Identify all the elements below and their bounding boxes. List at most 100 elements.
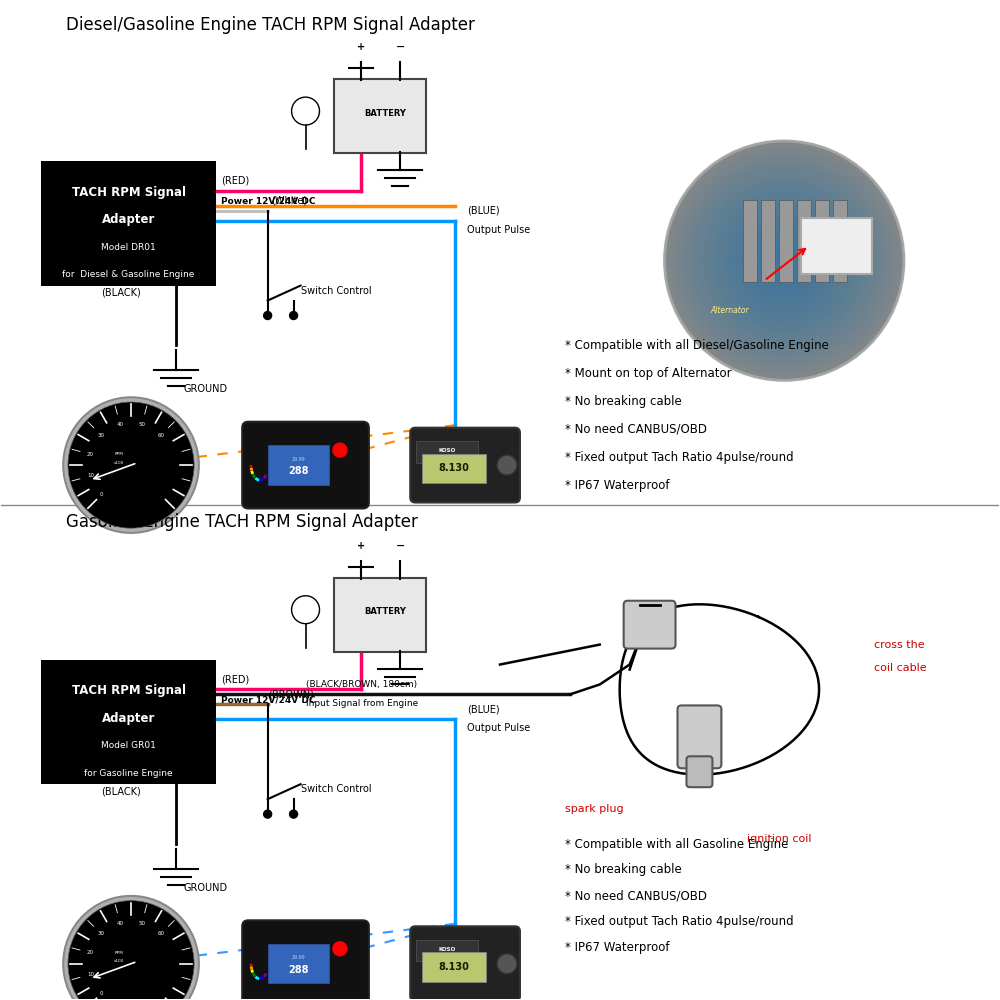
Text: Model DR01: Model DR01 (101, 243, 156, 252)
Circle shape (686, 163, 882, 359)
Text: Switch Control: Switch Control (301, 286, 371, 296)
FancyBboxPatch shape (410, 926, 520, 1000)
Text: spark plug: spark plug (565, 804, 624, 814)
Text: RPM: RPM (114, 452, 123, 456)
Text: (BLACK): (BLACK) (101, 786, 141, 796)
FancyBboxPatch shape (334, 79, 426, 153)
Text: 50: 50 (138, 422, 145, 427)
FancyBboxPatch shape (761, 200, 775, 282)
Text: * Fixed output Tach Ratio 4pulse/round: * Fixed output Tach Ratio 4pulse/round (565, 451, 793, 464)
Text: coil cable: coil cable (874, 663, 927, 673)
FancyBboxPatch shape (41, 660, 216, 784)
Text: * No need CANBUS/OBD: * No need CANBUS/OBD (565, 889, 707, 902)
Text: Output Pulse: Output Pulse (467, 723, 530, 733)
Text: 29.99: 29.99 (292, 457, 305, 462)
Circle shape (675, 152, 893, 369)
FancyBboxPatch shape (815, 200, 829, 282)
FancyBboxPatch shape (797, 200, 811, 282)
Text: 40: 40 (117, 921, 124, 926)
Text: 10: 10 (87, 972, 94, 977)
Circle shape (68, 402, 194, 528)
Circle shape (724, 201, 844, 321)
Circle shape (63, 397, 199, 533)
Text: Diesel/Gasoline Engine TACH RPM Signal Adapter: Diesel/Gasoline Engine TACH RPM Signal A… (66, 16, 475, 34)
FancyBboxPatch shape (242, 422, 369, 508)
Circle shape (762, 239, 806, 282)
FancyBboxPatch shape (416, 940, 478, 961)
Text: BATTERY: BATTERY (364, 109, 406, 118)
Text: 0: 0 (100, 492, 103, 497)
Circle shape (757, 233, 811, 288)
Text: (RED): (RED) (221, 176, 249, 186)
Text: * Compatible with all Diesel/Gasoline Engine: * Compatible with all Diesel/Gasoline En… (565, 339, 829, 352)
FancyBboxPatch shape (268, 445, 329, 485)
FancyBboxPatch shape (41, 161, 216, 286)
Text: Input Signal from Engine: Input Signal from Engine (306, 699, 418, 708)
Circle shape (752, 228, 817, 293)
Circle shape (735, 212, 833, 310)
Circle shape (665, 141, 904, 380)
FancyBboxPatch shape (422, 454, 486, 483)
FancyBboxPatch shape (416, 441, 478, 463)
Text: 20: 20 (87, 452, 94, 457)
Circle shape (697, 174, 871, 348)
Text: * Compatible with all Gasoline Engine: * Compatible with all Gasoline Engine (565, 838, 788, 851)
Circle shape (292, 596, 320, 624)
Text: for  Diesel & Gasoline Engine: for Diesel & Gasoline Engine (62, 270, 195, 279)
FancyBboxPatch shape (686, 756, 712, 787)
Text: ignition coil: ignition coil (747, 834, 811, 844)
Text: GROUND: GROUND (184, 384, 228, 394)
Text: x100: x100 (114, 959, 124, 963)
Circle shape (681, 157, 888, 364)
FancyBboxPatch shape (334, 578, 426, 652)
Text: * IP67 Waterproof: * IP67 Waterproof (565, 941, 669, 954)
FancyBboxPatch shape (743, 200, 757, 282)
Text: for Gasoline Engine: for Gasoline Engine (84, 769, 173, 778)
Text: GROUND: GROUND (184, 883, 228, 893)
Text: 40: 40 (117, 422, 124, 427)
Text: 60: 60 (157, 433, 164, 438)
Text: Power 12V/24V DC: Power 12V/24V DC (221, 197, 315, 206)
Text: * No need CANBUS/OBD: * No need CANBUS/OBD (565, 423, 707, 436)
Text: * Fixed output Tach Ratio 4pulse/round: * Fixed output Tach Ratio 4pulse/round (565, 915, 793, 928)
Text: Adapter: Adapter (102, 712, 155, 725)
FancyBboxPatch shape (268, 944, 329, 983)
Circle shape (768, 244, 801, 277)
Circle shape (68, 901, 194, 1000)
Text: +: + (357, 541, 365, 551)
Text: RPM: RPM (114, 951, 123, 955)
Text: (BROWN): (BROWN) (268, 689, 314, 699)
Text: KOSO: KOSO (439, 947, 456, 952)
FancyBboxPatch shape (624, 601, 676, 649)
Text: 50: 50 (138, 921, 145, 926)
Text: (BLACK/BROWN, 180cm): (BLACK/BROWN, 180cm) (306, 680, 417, 689)
Text: 8.130: 8.130 (439, 463, 470, 473)
Text: 29.99: 29.99 (292, 955, 305, 960)
Text: 60: 60 (157, 931, 164, 936)
Text: * No breaking cable: * No breaking cable (565, 395, 682, 408)
Circle shape (665, 141, 904, 380)
Text: Switch Control: Switch Control (301, 784, 371, 794)
Text: −: − (395, 541, 405, 551)
Circle shape (63, 896, 199, 1000)
Circle shape (692, 168, 877, 353)
Text: Adapter: Adapter (102, 213, 155, 226)
Circle shape (670, 146, 898, 375)
FancyBboxPatch shape (410, 428, 520, 502)
Text: Power 12V/24V DC: Power 12V/24V DC (221, 695, 315, 704)
Text: * Mount on top of Alternator: * Mount on top of Alternator (565, 367, 731, 380)
Text: * IP67 Waterproof: * IP67 Waterproof (565, 479, 669, 492)
Circle shape (703, 179, 866, 342)
Text: 10: 10 (87, 473, 94, 478)
Text: (BLUE): (BLUE) (467, 704, 500, 714)
Circle shape (741, 217, 828, 304)
Text: Alternator: Alternator (710, 306, 749, 315)
Text: Model GR01: Model GR01 (101, 741, 156, 750)
FancyBboxPatch shape (242, 920, 369, 1000)
Text: −: − (395, 42, 405, 52)
Circle shape (292, 97, 320, 125)
Text: x100: x100 (114, 461, 124, 465)
Text: TACH RPM Signal: TACH RPM Signal (72, 186, 186, 199)
Text: 30: 30 (98, 931, 105, 936)
Text: 8.130: 8.130 (439, 962, 470, 972)
